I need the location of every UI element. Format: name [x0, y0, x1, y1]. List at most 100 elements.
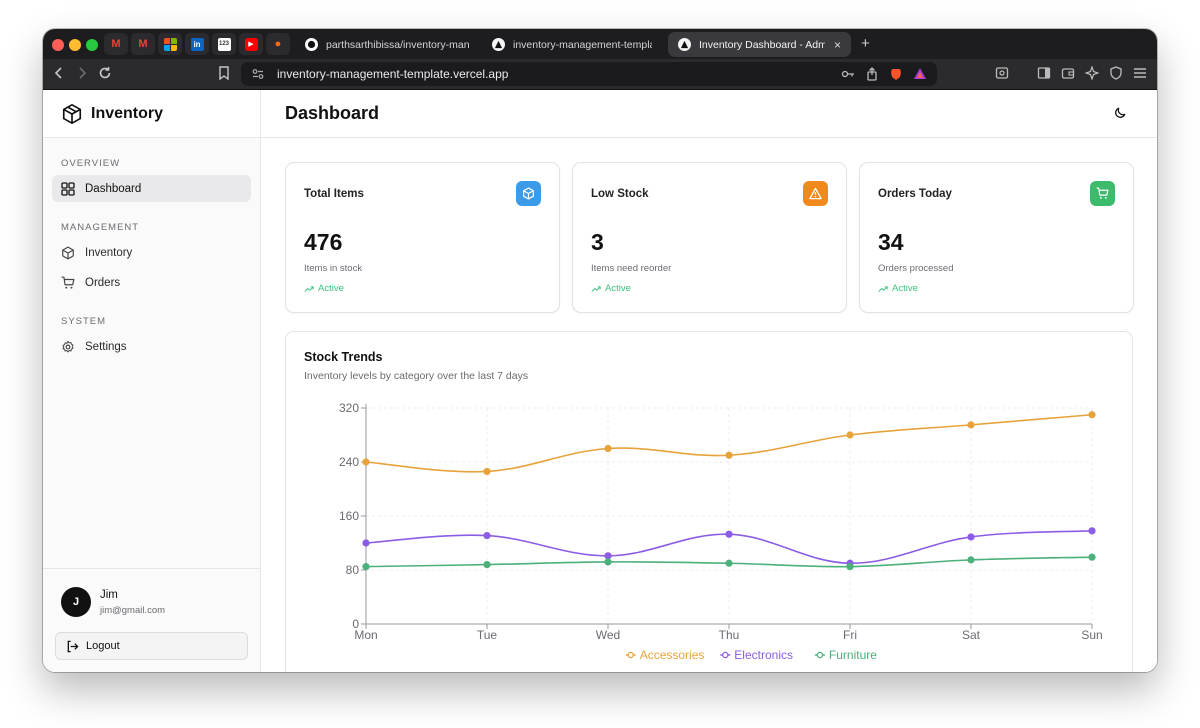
legend-label-accessories: Accessories [640, 648, 705, 662]
pinned-tab-gmail-2[interactable]: M [131, 33, 155, 55]
card-title: Total Items [304, 188, 364, 200]
box-icon [62, 246, 74, 259]
browser-toolbar: inventory-management-template.vercel.app [43, 59, 1157, 90]
data-point-furniture [483, 561, 491, 569]
wallet-icon[interactable] [1061, 66, 1075, 80]
card-value: 3 [591, 229, 604, 255]
x-tick-label: Fri [843, 628, 857, 642]
menu-icon[interactable] [1133, 66, 1147, 80]
data-point-electronics [483, 531, 491, 540]
address-bar-actions [841, 67, 927, 81]
data-point-furniture [1088, 553, 1096, 561]
sidebar-item-inventory[interactable]: Inventory [52, 239, 251, 266]
cart-icon [61, 276, 75, 289]
pinned-tab-youtube[interactable]: ▶ [239, 33, 263, 55]
browser-tab-bar: M M in 123 ▶ ● parthsarthibissa/inventor… [43, 29, 1157, 59]
card-icon-badge [1090, 181, 1115, 206]
close-tab-icon[interactable]: × [833, 37, 841, 52]
fire-icon: ● [274, 37, 282, 50]
x-tick-label: Mon [354, 628, 377, 642]
data-point-furniture [604, 558, 612, 566]
sidebar-item-settings[interactable]: Settings [52, 333, 251, 360]
sidebar-toggle-icon[interactable] [1037, 66, 1051, 80]
logout-button[interactable]: Logout [55, 632, 248, 660]
section-label-management: MANAGEMENT [61, 222, 140, 233]
theme-toggle-button[interactable] [1114, 106, 1127, 124]
sidebar-item-dashboard[interactable]: Dashboard [52, 175, 251, 202]
github-icon [305, 38, 318, 51]
user-name: Jim [100, 589, 118, 601]
y-tick-label: 0 [352, 617, 359, 631]
x-tick-label: Sun [1081, 628, 1102, 642]
bookmark-icon[interactable] [218, 66, 230, 83]
x-tick-label: Tue [477, 628, 498, 642]
pinned-tab-microsoft[interactable] [158, 33, 182, 55]
brave-shield-icon[interactable] [889, 67, 903, 81]
moon-icon [1115, 107, 1126, 118]
data-point-accessories [1088, 411, 1096, 419]
browser-tab-active[interactable]: Inventory Dashboard - Admin × [668, 32, 851, 57]
avatar[interactable]: J [61, 587, 91, 617]
share-icon[interactable] [865, 67, 879, 81]
stock-trends-chart[interactable]: 0 80 160 240 320 Mon Tue Wed Thu Fri Sat Sun Accesso… [286, 332, 1134, 672]
minimize-window-button[interactable] [69, 39, 81, 51]
ai-sparkle-icon[interactable] [1085, 66, 1099, 80]
data-point-accessories [604, 444, 612, 453]
pinned-tab-fire[interactable]: ● [266, 33, 290, 55]
main-content: Dashboard Total Items 476 Items in stock… [261, 90, 1157, 672]
reload-icon[interactable] [98, 66, 112, 83]
pinned-tab-linkedin[interactable]: in [185, 33, 209, 55]
url-text[interactable]: inventory-management-template.vercel.app [277, 67, 509, 81]
card-subtitle: Orders processed [878, 263, 954, 274]
data-point-electronics [604, 552, 612, 560]
address-bar[interactable]: inventory-management-template.vercel.app [241, 62, 937, 86]
linkedin-icon: in [190, 37, 204, 51]
chart-title: Stock Trends [304, 350, 383, 364]
calendar-icon: 123 [217, 37, 231, 51]
new-tab-button[interactable]: + [861, 35, 870, 52]
card-status: Active [591, 283, 631, 294]
chart-subtitle: Inventory levels by category over the la… [304, 370, 529, 382]
brand-name: Inventory [91, 104, 164, 122]
browser-tab-vercel[interactable]: inventory-management-template [482, 32, 662, 57]
sidebar: Inventory OVERVIEW Dashboard MANAGEMENT … [43, 90, 261, 672]
trending-up-icon [591, 285, 601, 292]
sidebar-item-orders[interactable]: Orders [52, 269, 251, 296]
legend-marker-furniture [816, 651, 824, 659]
back-icon[interactable] [53, 66, 65, 83]
y-tick-label: 160 [339, 509, 359, 523]
legend-marker-electronics [722, 651, 729, 659]
data-point-furniture [362, 563, 370, 571]
sidebar-item-label: Orders [85, 276, 121, 289]
browser-window: M M in 123 ▶ ● parthsarthibissa/inventor… [43, 29, 1157, 672]
y-tick-label: 240 [339, 455, 359, 469]
browser-tab-github[interactable]: parthsarthibissa/inventory-manage [295, 32, 479, 57]
brave-rewards-icon[interactable] [913, 67, 927, 81]
microsoft-icon [163, 37, 177, 51]
gmail-icon: M [138, 37, 148, 50]
x-tick-label: Thu [719, 628, 740, 642]
forward-icon[interactable] [76, 66, 88, 83]
logout-label: Logout [86, 640, 120, 652]
pinned-tab-gmail[interactable]: M [104, 33, 128, 55]
brand[interactable]: Inventory [43, 90, 260, 138]
logout-icon [67, 640, 79, 652]
stat-card-total-items: Total Items 476 Items in stock Active [285, 162, 560, 313]
maximize-window-button[interactable] [86, 39, 98, 51]
sidebar-item-label: Inventory [85, 246, 133, 259]
card-value: 34 [878, 229, 904, 255]
vpn-shield-icon[interactable] [1109, 66, 1123, 80]
stat-card-low-stock: Low Stock 3 Items need reorder Active [572, 162, 847, 313]
app-root: Inventory OVERVIEW Dashboard MANAGEMENT … [43, 90, 1157, 672]
pinned-tab-calendar[interactable]: 123 [212, 33, 236, 55]
close-window-button[interactable] [52, 39, 64, 51]
data-point-electronics [1088, 527, 1096, 535]
data-point-furniture [967, 556, 975, 564]
data-point-furniture [846, 563, 854, 571]
key-icon[interactable] [841, 67, 855, 81]
data-point-accessories [362, 458, 370, 466]
vercel-icon [492, 38, 505, 51]
reader-mode-icon[interactable] [995, 66, 1009, 80]
tab-title: inventory-management-template [513, 38, 652, 51]
site-settings-icon[interactable] [251, 67, 265, 81]
